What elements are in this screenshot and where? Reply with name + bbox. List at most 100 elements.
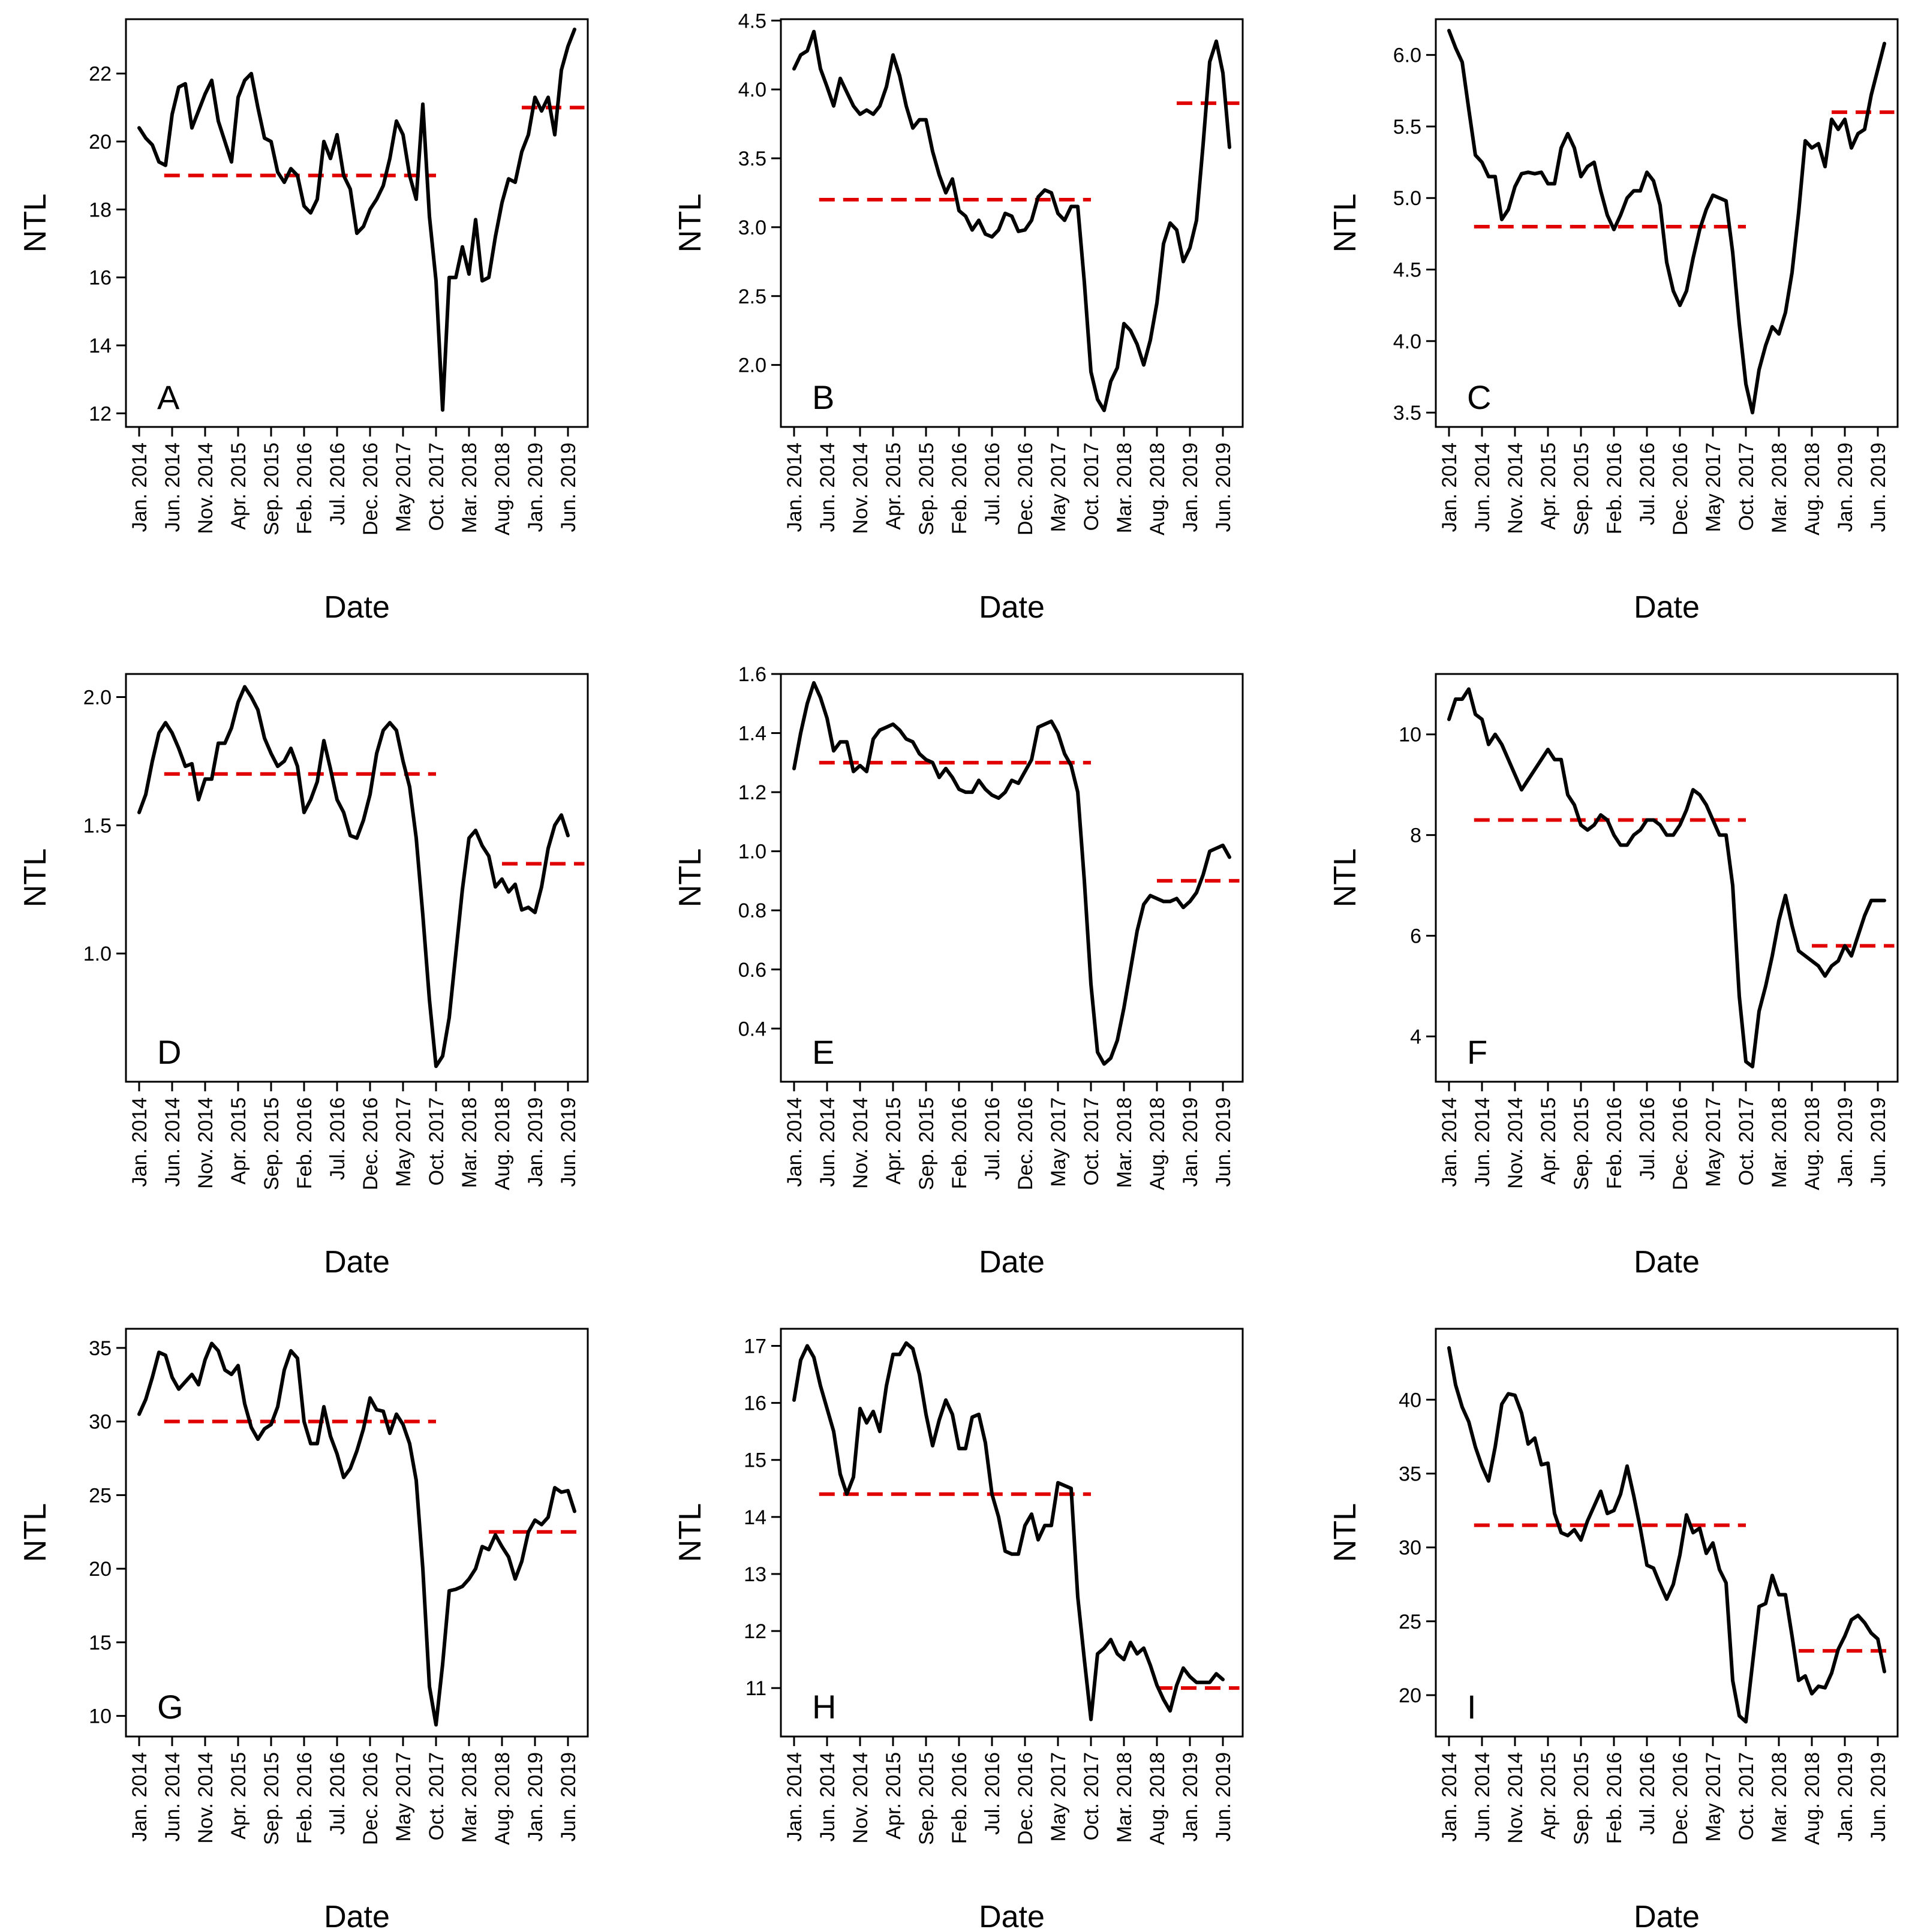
x-tick-label: Apr. 2015 [882,443,905,530]
y-tick-label: 6.0 [1393,44,1421,67]
x-tick-label: Mar. 2018 [1113,1752,1136,1843]
x-tick-label: Sep. 2015 [1570,1097,1593,1190]
panel-b: 2.0 2.5 3.0 3.5 4.0 4.5 Jan. 2014 Jun. 2014 Nov.… [673,10,1244,625]
y-tick-label: 4.0 [1393,330,1421,353]
y-axis-label: NTL [18,1503,53,1562]
x-tick-label: Aug. 2018 [1801,1752,1824,1845]
plot-frame [125,1328,589,1738]
x-tick-label: Apr. 2015 [882,1752,905,1840]
x-axis-label: Date [1634,1245,1700,1280]
x-tick-label: Dec. 2016 [359,1097,382,1190]
x-tick-label: Sep. 2015 [1570,1752,1593,1845]
x-tick-label: Jun. 2019 [1212,1097,1235,1187]
x-tick-label: Jul. 2016 [326,443,349,525]
x-tick-label: Oct. 2017 [1080,443,1103,531]
x-tick-label: Jun. 2019 [557,1097,580,1187]
panel-letter: A [157,378,180,416]
x-tick-label: Jan. 2019 [1834,443,1857,532]
x-tick-label: Jan. 2014 [783,1097,806,1187]
x-tick-label: Sep. 2015 [915,443,938,535]
panel-d: 1.0 1.5 2.0 Jan. 2014 Jun. 2014 Nov. 2014 Apr.… [18,673,589,1280]
y-tick-label: 16 [89,267,112,290]
x-tick-label: Sep. 2015 [260,1097,283,1190]
y-tick-label: 12 [744,1620,766,1643]
y-tick-label: 15 [744,1449,766,1472]
y-tick-label: 2.0 [738,354,766,377]
x-tick-label: May 2017 [1702,1097,1725,1187]
x-tick-label: Mar. 2018 [1768,1752,1791,1843]
x-tick-label: Aug. 2018 [1801,443,1824,535]
x-tick-label: Nov. 2014 [194,443,217,534]
x-tick-label: Dec. 2016 [1669,1752,1692,1845]
x-tick-label: Jun. 2014 [816,1097,839,1187]
plot-frame [1435,1328,1899,1738]
x-tick-label: May 2017 [1047,1752,1070,1841]
x-tick-label: Aug. 2018 [1146,1752,1169,1845]
x-tick-label: Feb. 2016 [948,1752,971,1844]
y-tick-label: 15 [89,1632,112,1654]
x-tick-label: Mar. 2018 [1113,1097,1136,1188]
x-tick-label: Jul. 2016 [1636,443,1659,525]
x-tick-label: Oct. 2017 [1735,1097,1758,1185]
x-tick-label: Jan. 2019 [524,1097,547,1187]
x-tick-label: Oct. 2017 [425,1752,448,1840]
y-tick-label: 1.4 [738,723,766,745]
x-tick-label: Jul. 2016 [1636,1752,1659,1835]
x-tick-label: Feb. 2016 [293,443,316,534]
y-axis-label: NTL [673,194,708,252]
y-axis-label: NTL [18,194,53,252]
x-tick-label: Jul. 2016 [981,1752,1004,1835]
x-tick-label: May 2017 [392,443,415,532]
plot-frame [780,1328,1244,1738]
x-tick-label: Mar. 2018 [458,1752,481,1843]
y-tick-label: 5.5 [1393,116,1421,139]
x-axis-label: Date [979,1900,1045,1932]
x-tick-label: Jun. 2014 [161,443,184,532]
ntl-series-line [137,1341,576,1727]
y-axis-label: NTL [1328,194,1363,252]
x-tick-label: Jan. 2019 [1834,1752,1857,1841]
y-tick-label: 25 [1399,1611,1421,1633]
y-tick-label: 40 [1399,1389,1421,1412]
x-tick-label: Nov. 2014 [849,1097,872,1188]
x-axis-label: Date [324,1900,390,1932]
y-tick-label: 4.0 [738,79,766,101]
y-tick-label: 3.5 [1393,402,1421,425]
x-tick-label: Nov. 2014 [1504,1097,1527,1188]
x-tick-label: Jun. 2019 [1867,1752,1890,1841]
x-tick-label: Jan. 2019 [1834,1097,1857,1187]
x-tick-label: Dec. 2016 [1014,1097,1037,1190]
x-tick-label: Dec. 2016 [1669,1097,1692,1190]
x-tick-label: Aug. 2018 [1146,443,1169,535]
plot-frame [780,673,1244,1083]
y-tick-label: 17 [744,1335,766,1358]
x-tick-label: Mar. 2018 [1768,1097,1791,1188]
x-tick-label: Jun. 2014 [1471,1097,1494,1187]
y-tick-label: 3.0 [738,216,766,239]
x-tick-label: Dec. 2016 [1014,1752,1037,1845]
x-tick-label: Jan. 2014 [128,1097,151,1187]
panel-f: 4 6 8 10 Jan. 2014 Jun. 2014 Nov. 2014 Apr. 201… [1328,673,1899,1280]
panel-letter: G [157,1688,184,1726]
x-tick-label: Jan. 2019 [524,443,547,532]
x-tick-label: Dec. 2016 [1014,443,1037,535]
panel-e: 0.4 0.6 0.8 1.0 1.2 1.4 1.6 Jan. 2014 Jun. 2014 N… [673,663,1244,1280]
x-axis-label: Date [979,590,1045,625]
x-tick-label: Apr. 2015 [1537,1097,1560,1185]
x-tick-label: Aug. 2018 [1801,1097,1824,1190]
y-tick-label: 4.5 [738,10,766,32]
y-tick-label: 20 [89,131,112,154]
y-tick-label: 5.0 [1393,187,1421,210]
panel-letter: B [812,378,834,416]
y-tick-label: 0.4 [738,1018,766,1040]
ntl-series-line [1447,687,1886,1069]
y-tick-label: 0.6 [738,959,766,982]
x-tick-label: Jul. 2016 [326,1097,349,1180]
panel-i: 20 25 30 35 40 Jan. 2014 Jun. 2014 Nov. 2014 Apr… [1328,1328,1899,1932]
panel-letter: H [812,1688,836,1726]
y-tick-label: 6 [1410,925,1421,948]
x-tick-label: Apr. 2015 [1537,443,1560,530]
y-tick-label: 0.8 [738,899,766,922]
x-tick-label: Nov. 2014 [194,1752,217,1843]
